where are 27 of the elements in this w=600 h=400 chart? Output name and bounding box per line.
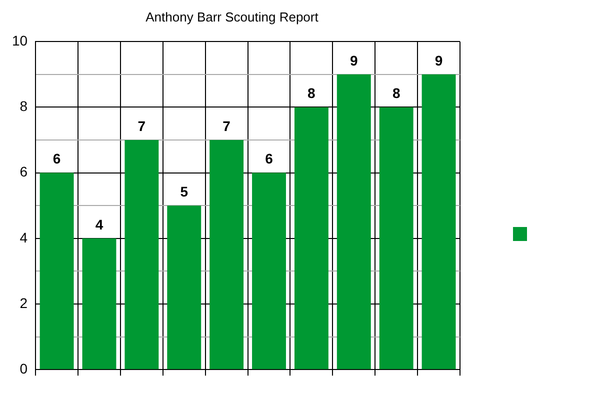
bar bbox=[210, 140, 244, 370]
y-tick-label: 0 bbox=[20, 360, 28, 376]
bar bbox=[336, 74, 371, 370]
bar bbox=[294, 107, 328, 370]
data-label: 9 bbox=[350, 52, 358, 68]
data-label: 5 bbox=[180, 183, 188, 200]
y-tick-label: 2 bbox=[20, 294, 28, 311]
bar bbox=[422, 74, 456, 370]
y-tick-label: 4 bbox=[20, 229, 28, 246]
y-tick-label: 10 bbox=[12, 32, 28, 48]
bar bbox=[167, 206, 202, 370]
data-label: 4 bbox=[95, 216, 104, 232]
y-tick-label: 6 bbox=[20, 164, 28, 180]
bar bbox=[124, 140, 159, 370]
data-label: 7 bbox=[222, 118, 231, 134]
data-label: 6 bbox=[52, 150, 61, 167]
data-label: 6 bbox=[265, 150, 274, 167]
data-label: 8 bbox=[308, 85, 316, 102]
data-label: 8 bbox=[392, 85, 400, 102]
y-tick-label: 8 bbox=[20, 98, 28, 114]
chart-title: Anthony Barr Scouting Report bbox=[146, 9, 319, 24]
bar bbox=[252, 172, 286, 370]
bar bbox=[40, 172, 74, 370]
bar bbox=[379, 107, 414, 370]
data-label: 9 bbox=[434, 52, 443, 68]
data-label: 7 bbox=[138, 118, 146, 134]
bar bbox=[82, 238, 116, 370]
